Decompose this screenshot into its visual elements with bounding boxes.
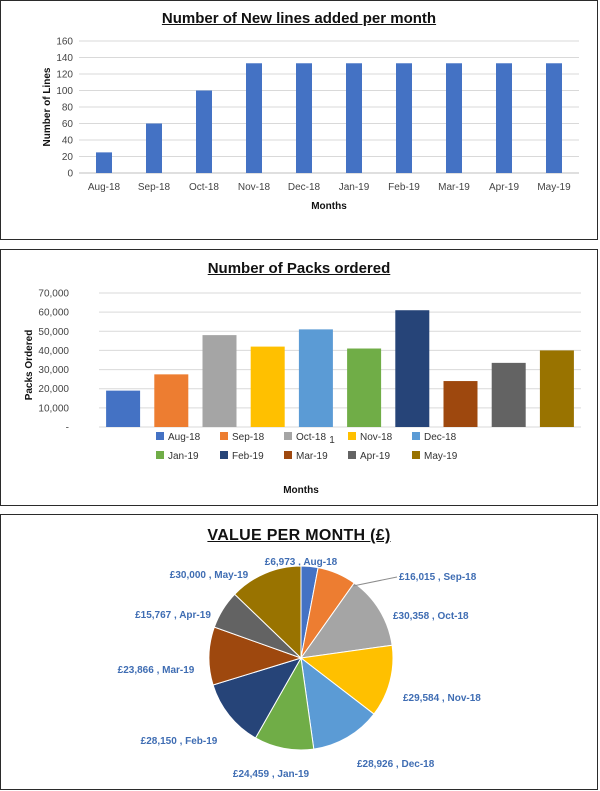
x-tick-label: Apr-19	[489, 182, 519, 193]
legend-swatch-mar-19	[284, 451, 292, 459]
legend-swatch-apr-19	[348, 451, 356, 459]
stray-label: 1	[329, 435, 335, 446]
x-tick-label: Aug-18	[88, 182, 121, 193]
leader-line	[352, 576, 398, 587]
bar-mar-19	[443, 381, 478, 427]
x-tick-label: Feb-19	[388, 182, 420, 193]
legend-label-dec-18: Dec-18	[424, 432, 457, 443]
y-tick-label: 30,000	[38, 365, 69, 376]
x-axis-title: Months	[283, 485, 319, 496]
y-tick-label: 140	[56, 53, 73, 64]
slice-label-mar-19: £23,866 , Mar-19	[118, 665, 195, 676]
x-tick-label: Oct-18	[189, 182, 219, 193]
y-tick-label: 40,000	[38, 346, 69, 357]
bar-apr-19	[491, 362, 526, 427]
legend-label-aug-18: Aug-18	[168, 432, 201, 443]
legend-swatch-oct-18	[284, 432, 292, 440]
bar-jan-19	[347, 348, 382, 427]
x-tick-label: May-19	[537, 182, 571, 193]
packs-chart-panel: Number of Packs ordered - 10,000 20,000 30,…	[0, 249, 598, 506]
y-tick-label: 100	[56, 86, 73, 97]
bar-sep-18	[146, 123, 162, 173]
bar-nov-18	[246, 63, 262, 173]
bar-may-19	[539, 350, 574, 427]
slice-label-apr-19: £15,767 , Apr-19	[135, 610, 211, 621]
legend-swatch-jan-19	[156, 451, 164, 459]
legend-label-feb-19: Feb-19	[232, 451, 264, 462]
slice-nov-18	[299, 644, 394, 715]
slice-label-jan-19: £24,459 , Jan-19	[233, 769, 310, 780]
legend-swatch-sep-18	[220, 432, 228, 440]
slice-label-may-19: £30,000 , May-19	[170, 570, 249, 581]
bar-dec-18	[298, 329, 333, 427]
x-tick-label: Sep-18	[138, 182, 171, 193]
slice-label-oct-18: £30,358 , Oct-18	[393, 611, 469, 622]
bar-feb-19	[395, 310, 430, 427]
bar-mar-19	[446, 63, 462, 173]
slice-oct-18	[299, 582, 393, 659]
slice-dec-18	[300, 656, 375, 750]
bar-jan-19	[346, 63, 362, 173]
slice-feb-19	[212, 657, 303, 739]
legend-swatch-nov-18	[348, 432, 356, 440]
y-tick-label: -	[66, 423, 69, 434]
bar-aug-18	[106, 390, 141, 427]
legend-label-sep-18: Sep-18	[232, 432, 265, 443]
y-tick-label: 60,000	[38, 308, 69, 319]
new-lines-chart-panel: Number of New lines added per month 0 20 4…	[0, 0, 598, 240]
bar-nov-18	[250, 346, 285, 427]
packs-chart-title: Number of Packs ordered	[207, 260, 391, 277]
value-pie-panel: VALUE PER MONTH (£) £6,973 , Aug-18 £16,0…	[0, 514, 598, 790]
legend-label-mar-19: Mar-19	[296, 451, 328, 462]
x-axis-title: Months	[311, 201, 347, 212]
new-lines-chart-title: Number of New lines added per month	[161, 10, 437, 27]
x-tick-label: Jan-19	[339, 182, 370, 193]
slice-label-aug-18: £6,973 , Aug-18	[265, 557, 338, 568]
legend-label-apr-19: Apr-19	[360, 451, 390, 462]
legend-swatch-feb-19	[220, 451, 228, 459]
slice-label-feb-19: £28,150 , Feb-19	[141, 736, 218, 747]
y-tick-label: 160	[56, 37, 73, 48]
bar-oct-18	[196, 90, 212, 173]
bar-oct-18	[202, 335, 237, 427]
y-tick-label: 40	[62, 136, 74, 147]
legend-label-may-19: May-19	[424, 451, 458, 462]
bar-sep-18	[154, 374, 189, 427]
legend-label-nov-18: Nov-18	[360, 432, 393, 443]
y-tick-label: 70,000	[38, 289, 69, 300]
new-lines-chart: 0 20 40 60 80 100 120 140 160 Aug-18 Sep-18 Oct-18 N…	[42, 37, 579, 212]
y-tick-label: 20	[62, 152, 74, 163]
slice-label-dec-18: £28,926 , Dec-18	[357, 759, 435, 770]
legend-label-jan-19: Jan-19	[168, 451, 199, 462]
packs-chart: - 10,000 20,000 30,000 40,000 50,000 60,000 70,…	[24, 289, 581, 496]
slice-label-sep-18: £16,015 , Sep-18	[399, 572, 477, 583]
x-tick-label: Nov-18	[238, 182, 271, 193]
slice-label-nov-18: £29,584 , Nov-18	[403, 693, 481, 704]
legend-swatch-may-19	[412, 451, 420, 459]
x-tick-label: Mar-19	[438, 182, 470, 193]
bar-apr-19	[496, 63, 512, 173]
y-tick-label: 120	[56, 70, 73, 81]
value-pie-title: VALUE PER MONTH (£)	[207, 527, 391, 544]
value-pie-chart: £6,973 , Aug-18 £16,015 , Sep-18 £30,358 ,…	[118, 557, 482, 780]
y-tick-label: 60	[62, 119, 74, 130]
bar-aug-18	[96, 152, 112, 173]
bar-feb-19	[396, 63, 412, 173]
y-tick-label: 80	[62, 103, 74, 114]
legend-swatch-dec-18	[412, 432, 420, 440]
x-tick-label: Dec-18	[288, 182, 321, 193]
slice-may-19	[233, 565, 302, 660]
bar-may-19	[546, 63, 562, 173]
y-tick-label: 20,000	[38, 384, 69, 395]
y-tick-label: 50,000	[38, 327, 69, 338]
legend-label-oct-18: Oct-18	[296, 432, 326, 443]
y-axis-title: Packs Ordered	[24, 330, 35, 401]
legend-swatch-aug-18	[156, 432, 164, 440]
y-tick-label: 0	[67, 169, 73, 180]
bar-dec-18	[296, 63, 312, 173]
y-tick-label: 10,000	[38, 403, 69, 414]
y-axis-title: Number of Lines	[42, 67, 53, 146]
